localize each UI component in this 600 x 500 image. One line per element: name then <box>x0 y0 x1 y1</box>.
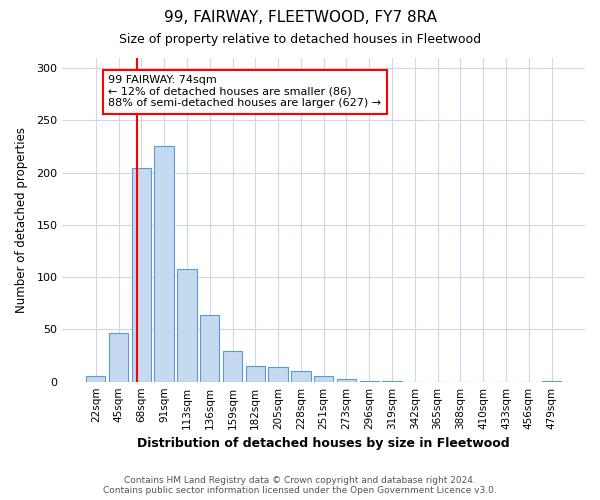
Bar <box>154 146 174 382</box>
Bar <box>109 332 128 382</box>
Bar <box>177 268 197 382</box>
Bar <box>223 352 242 382</box>
Y-axis label: Number of detached properties: Number of detached properties <box>15 126 28 312</box>
Bar <box>131 168 151 382</box>
Text: 99, FAIRWAY, FLEETWOOD, FY7 8RA: 99, FAIRWAY, FLEETWOOD, FY7 8RA <box>163 10 437 25</box>
Bar <box>314 376 334 382</box>
Bar <box>542 380 561 382</box>
Text: Size of property relative to detached houses in Fleetwood: Size of property relative to detached ho… <box>119 32 481 46</box>
Bar <box>337 378 356 382</box>
Text: 99 FAIRWAY: 74sqm
← 12% of detached houses are smaller (86)
88% of semi-detached: 99 FAIRWAY: 74sqm ← 12% of detached hous… <box>108 76 382 108</box>
Bar <box>291 371 311 382</box>
Bar <box>382 380 402 382</box>
Text: Contains HM Land Registry data © Crown copyright and database right 2024.
Contai: Contains HM Land Registry data © Crown c… <box>103 476 497 495</box>
Bar <box>245 366 265 382</box>
Bar <box>86 376 106 382</box>
Bar <box>268 367 288 382</box>
Bar <box>359 380 379 382</box>
X-axis label: Distribution of detached houses by size in Fleetwood: Distribution of detached houses by size … <box>137 437 510 450</box>
Bar <box>200 315 220 382</box>
